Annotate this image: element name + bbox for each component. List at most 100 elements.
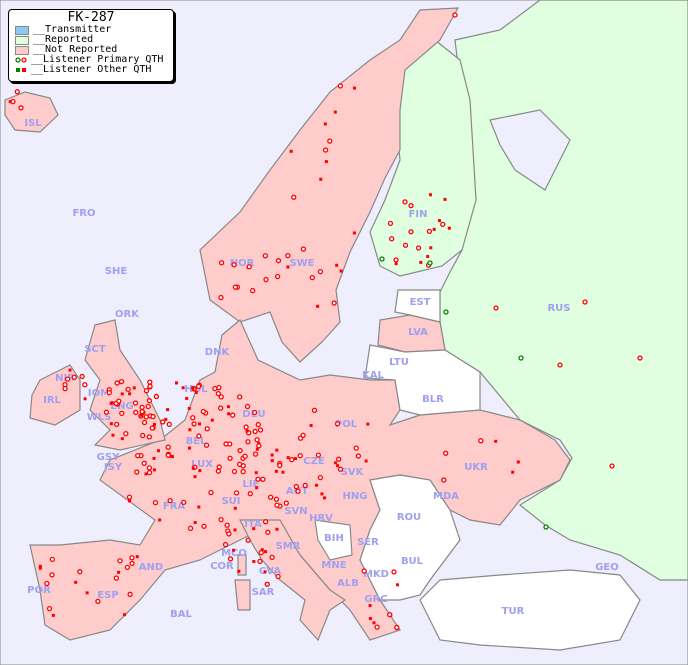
listener-primary-marker xyxy=(244,403,251,410)
listener-other-marker xyxy=(194,391,198,395)
listener-other-marker xyxy=(120,392,124,396)
country-label-alb: ALB xyxy=(337,578,359,589)
country-label-dnk: DNK xyxy=(205,347,231,358)
listener-primary-marker xyxy=(146,398,153,404)
not-reported-swatch xyxy=(15,45,29,55)
listener-primary-marker xyxy=(387,611,393,618)
listener-primary-marker xyxy=(262,519,269,525)
listener-primary-marker xyxy=(391,569,397,575)
country-label-wls: WLS xyxy=(87,412,112,423)
listener-other-marker xyxy=(368,617,372,621)
country-label-lie: LIE xyxy=(243,479,260,490)
listener-other-marker xyxy=(152,422,156,426)
region-scandinavia xyxy=(199,7,460,363)
legend-label: __Listener Other QTH xyxy=(31,64,152,75)
listener-primary-marker xyxy=(135,452,141,459)
listener-primary-marker xyxy=(389,236,395,242)
listener-other-marker xyxy=(193,475,197,479)
country-label-esp: ESP xyxy=(97,590,118,601)
listener-primary-marker xyxy=(609,463,615,469)
listener-primary-marker xyxy=(123,430,129,437)
listener-other-marker xyxy=(286,265,290,269)
listener-other-marker xyxy=(366,422,370,426)
listener-primary-marker xyxy=(217,405,224,411)
listener-primary-marker xyxy=(452,12,458,18)
listener-other-marker xyxy=(323,496,327,500)
listener-primary-marker xyxy=(160,419,166,425)
country-label-rou: ROU xyxy=(397,512,421,523)
legend-transmitter: __Transmitter xyxy=(9,25,173,35)
listener-primary-marker xyxy=(245,439,251,445)
listener-other-marker xyxy=(74,580,78,584)
listener-primary-marker xyxy=(387,220,394,226)
listener-other-marker xyxy=(437,219,441,223)
listener-primary-marker xyxy=(443,309,449,315)
listener-primary-marker xyxy=(440,221,446,228)
listener-other-marker xyxy=(83,397,87,401)
listener-other-marker xyxy=(198,469,202,473)
country-label-iom: IOM xyxy=(88,388,110,399)
listener-other-marker xyxy=(117,570,121,574)
listener-primary-marker xyxy=(402,242,409,248)
listener-primary-marker xyxy=(116,398,122,404)
legend-other-qth: __Listener Other QTH xyxy=(9,65,173,75)
region-balkans-white xyxy=(359,474,461,601)
listener-other-marker xyxy=(128,392,132,396)
listener-primary-marker xyxy=(46,605,53,612)
listener-primary-marker xyxy=(254,437,260,443)
listener-other-marker xyxy=(252,559,256,563)
listener-other-marker xyxy=(319,177,323,181)
transmitter-swatch xyxy=(15,25,29,35)
listener-other-marker xyxy=(293,457,297,461)
listener-primary-marker xyxy=(118,379,125,385)
legend-label: __Listener Primary QTH xyxy=(31,54,164,65)
region-ltu-blr xyxy=(364,344,481,416)
listener-primary-marker xyxy=(379,256,385,262)
listener-other-marker xyxy=(394,262,398,266)
country-label-lva: LVA xyxy=(408,327,428,338)
listener-primary-marker xyxy=(336,456,342,462)
listener-primary-marker xyxy=(147,383,153,389)
listener-other-marker xyxy=(232,548,236,552)
listener-other-marker xyxy=(323,122,327,126)
listener-other-marker xyxy=(152,456,156,460)
listener-other-marker xyxy=(197,422,201,426)
listener-primary-marker xyxy=(242,453,248,459)
country-label-fin: FIN xyxy=(409,209,428,220)
listener-primary-marker xyxy=(543,524,549,530)
listener-other-marker xyxy=(443,197,447,201)
listener-other-marker xyxy=(336,464,340,468)
listener-other-marker xyxy=(166,408,170,412)
legend-label: __Not Reported xyxy=(33,44,118,55)
listener-other-marker xyxy=(289,149,293,153)
listener-primary-marker xyxy=(237,394,243,400)
listener-other-marker xyxy=(316,304,320,308)
listener-other-marker xyxy=(275,527,279,531)
listener-other-marker xyxy=(38,566,42,570)
listener-primary-marker xyxy=(441,477,447,483)
listener-primary-marker xyxy=(129,560,135,567)
country-label-svn: SVN xyxy=(284,506,307,517)
country-label-lux: LUX xyxy=(191,459,213,470)
listener-primary-marker xyxy=(426,228,433,235)
listener-primary-marker xyxy=(264,581,270,587)
listener-other-marker xyxy=(364,459,368,463)
listener-primary-marker xyxy=(119,410,125,417)
listener-other-marker xyxy=(315,483,319,487)
country-label-geo: GEO xyxy=(595,562,619,573)
listener-other-marker xyxy=(191,386,195,390)
listener-other-marker xyxy=(233,506,237,510)
listener-primary-marker xyxy=(361,568,367,574)
country-label-sui: SUI xyxy=(221,496,240,507)
country-label-she: SHE xyxy=(105,266,128,277)
listener-primary-marker xyxy=(245,537,251,543)
legend-title: FK-287 xyxy=(67,10,115,25)
listener-primary-marker xyxy=(216,464,222,470)
listener-primary-marker xyxy=(427,260,433,266)
listener-primary-marker xyxy=(125,386,131,393)
listener-primary-marker xyxy=(165,452,171,458)
region-sardinia xyxy=(234,579,251,611)
listener-primary-marker xyxy=(256,443,262,449)
listener-primary-marker xyxy=(233,490,240,496)
listener-primary-marker xyxy=(223,441,229,447)
